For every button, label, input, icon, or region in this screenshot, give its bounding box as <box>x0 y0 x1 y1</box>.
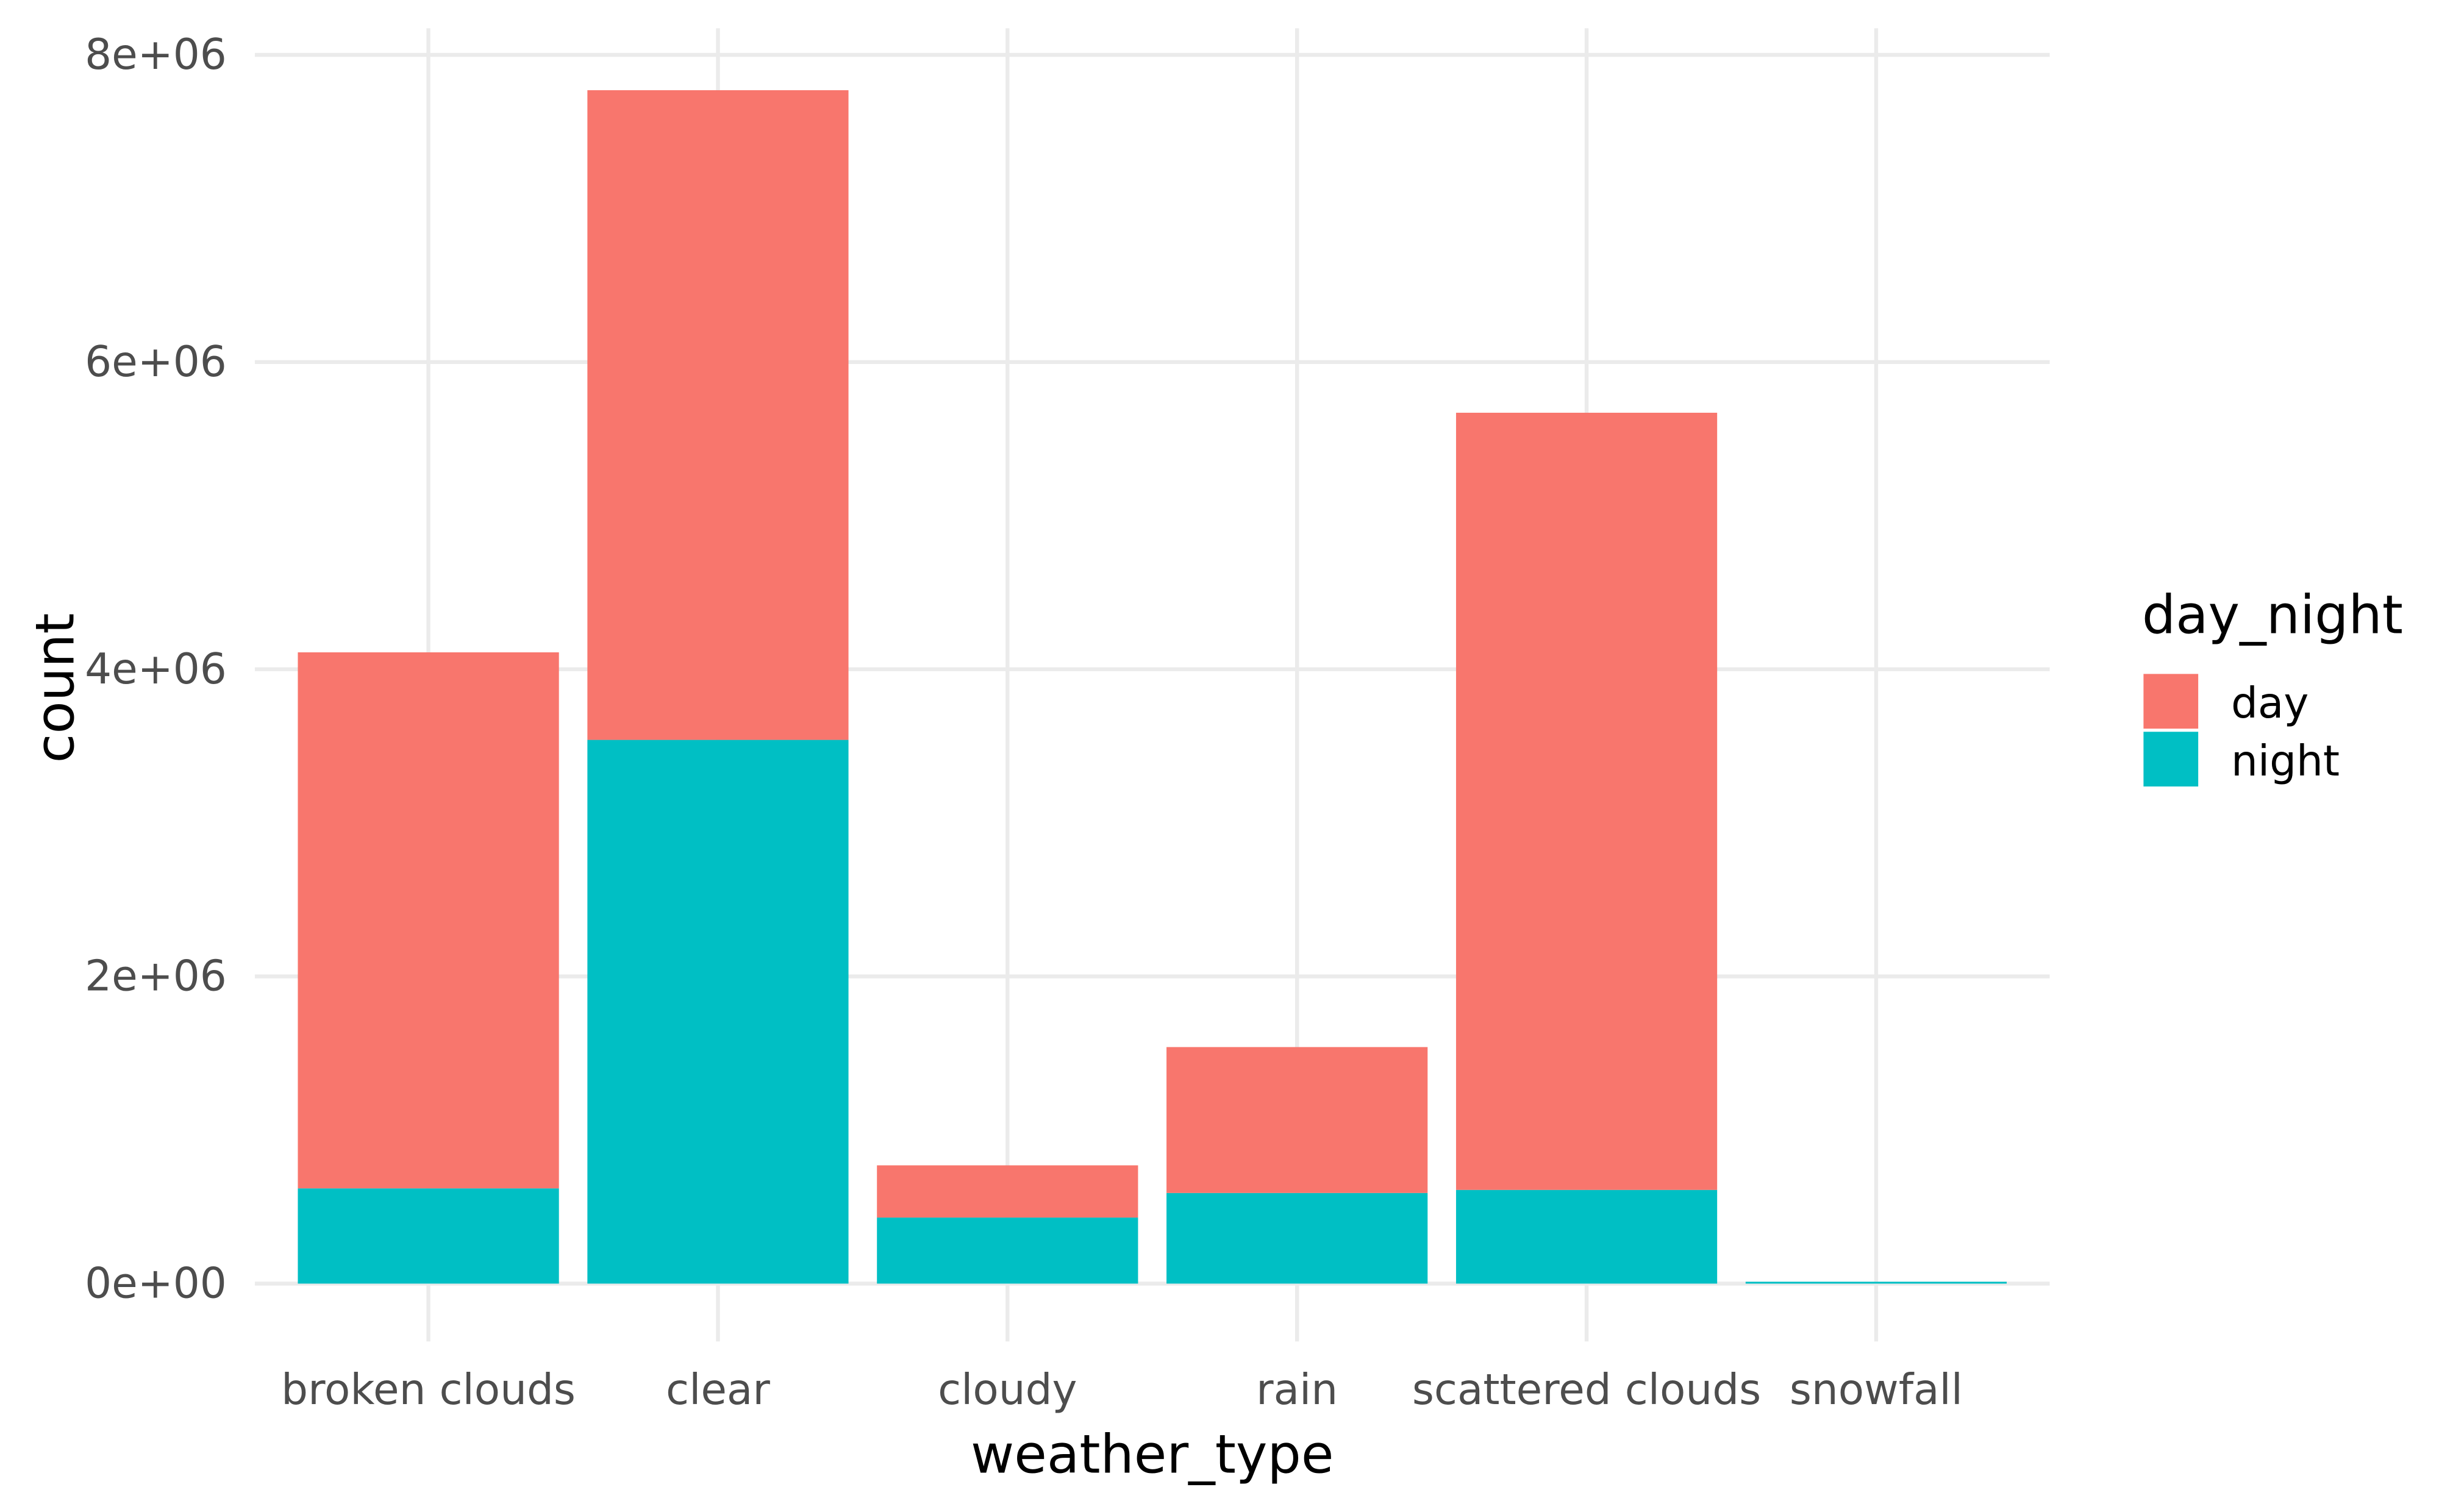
legend-label-night: night <box>2231 737 2340 786</box>
y-tick-label: 8e+06 <box>85 30 227 79</box>
bar-night <box>1455 1189 1718 1284</box>
x-axis-ticks: broken clouds clear cloudy rain scattered cl… <box>281 1366 1963 1414</box>
legend: day_night day night <box>2142 584 2403 786</box>
y-axis-ticks: 0e+00 2e+06 4e+06 6e+06 8e+06 <box>85 30 227 1308</box>
bar-day <box>298 652 559 1189</box>
x-tick-label: clear <box>666 1366 770 1414</box>
legend-key-night <box>2143 732 2199 786</box>
x-tick-label: scattered clouds <box>1412 1366 1761 1414</box>
y-tick-label: 4e+06 <box>85 645 227 694</box>
bar-day <box>1455 412 1718 1190</box>
bar-day <box>877 1165 1138 1218</box>
y-tick-label: 2e+06 <box>85 952 227 1001</box>
legend-label-day: day <box>2231 679 2309 728</box>
x-axis-title: weather_type <box>971 1424 1334 1486</box>
bars <box>298 90 2007 1284</box>
bar-day <box>1166 1047 1428 1193</box>
bar-night <box>1745 1282 2007 1284</box>
x-tick-label: broken clouds <box>281 1366 576 1414</box>
bar-night <box>1166 1193 1428 1284</box>
bar-night <box>587 740 849 1284</box>
bar-night <box>877 1218 1138 1284</box>
x-tick-label: snowfall <box>1790 1366 1963 1414</box>
y-tick-label: 6e+06 <box>85 338 227 387</box>
bar-day <box>587 90 849 740</box>
x-tick-label: cloudy <box>938 1366 1077 1414</box>
legend-title: day_night <box>2142 584 2403 646</box>
y-axis-title: count <box>24 613 87 763</box>
x-tick-label: rain <box>1256 1366 1338 1414</box>
y-tick-label: 0e+00 <box>85 1259 227 1308</box>
legend-key-day <box>2143 674 2199 729</box>
bar-night <box>298 1188 559 1284</box>
